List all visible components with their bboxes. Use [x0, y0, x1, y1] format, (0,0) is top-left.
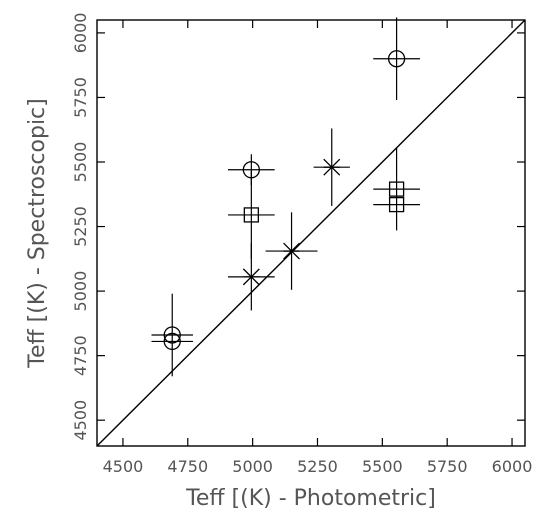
- square-marker: [388, 196, 405, 213]
- x-tick-label-4500: 4500: [103, 457, 144, 476]
- x-tick-label-5000: 5000: [232, 457, 273, 476]
- circle-point-3: [373, 17, 420, 101]
- square-point-2: [373, 196, 420, 213]
- data-points: [151, 17, 420, 377]
- y-tick-label-5750: 5750: [71, 77, 90, 118]
- square-point-1: [373, 147, 420, 231]
- x-axis-title: Teff [(K) - Photometric]: [185, 486, 436, 511]
- x-tick-label-5500: 5500: [362, 457, 403, 476]
- circle-point-1: [151, 332, 193, 351]
- y-tick-label-5500: 5500: [71, 142, 90, 183]
- asterisk-point-1: [265, 212, 318, 290]
- square-marker: [388, 181, 405, 197]
- circle-marker: [163, 332, 181, 351]
- y-tick-label-6000: 6000: [71, 13, 90, 54]
- y-tick-label-5250: 5250: [71, 206, 90, 247]
- asterisk-point-0: [227, 243, 275, 311]
- circle-marker: [387, 50, 406, 68]
- circle-point-0: [151, 293, 193, 377]
- one-to-one-line: [96, 19, 526, 447]
- circle-marker: [163, 326, 181, 344]
- x-tick-label-5750: 5750: [427, 457, 468, 476]
- y-axis-title: Teff [(K) - Spectroscopic]: [25, 98, 50, 368]
- x-tick-label-5250: 5250: [297, 457, 338, 476]
- square-marker: [243, 207, 259, 223]
- y-tick-label-4500: 4500: [71, 400, 90, 441]
- asterisk-point-2: [313, 128, 350, 206]
- y-tick-label-5000: 5000: [71, 271, 90, 312]
- x-tick-label-4750: 4750: [167, 457, 208, 476]
- plot-frame: [96, 19, 526, 447]
- x-tick-label-6000: 6000: [492, 457, 533, 476]
- reference-line-group: [96, 19, 526, 447]
- y-axis: 4500 4750 5000 5250 5500 5750 6000: [71, 13, 525, 441]
- x-axis: 4500 4750 5000 5250 5500 5750 6000: [103, 20, 533, 476]
- y-tick-label-4750: 4750: [71, 335, 90, 376]
